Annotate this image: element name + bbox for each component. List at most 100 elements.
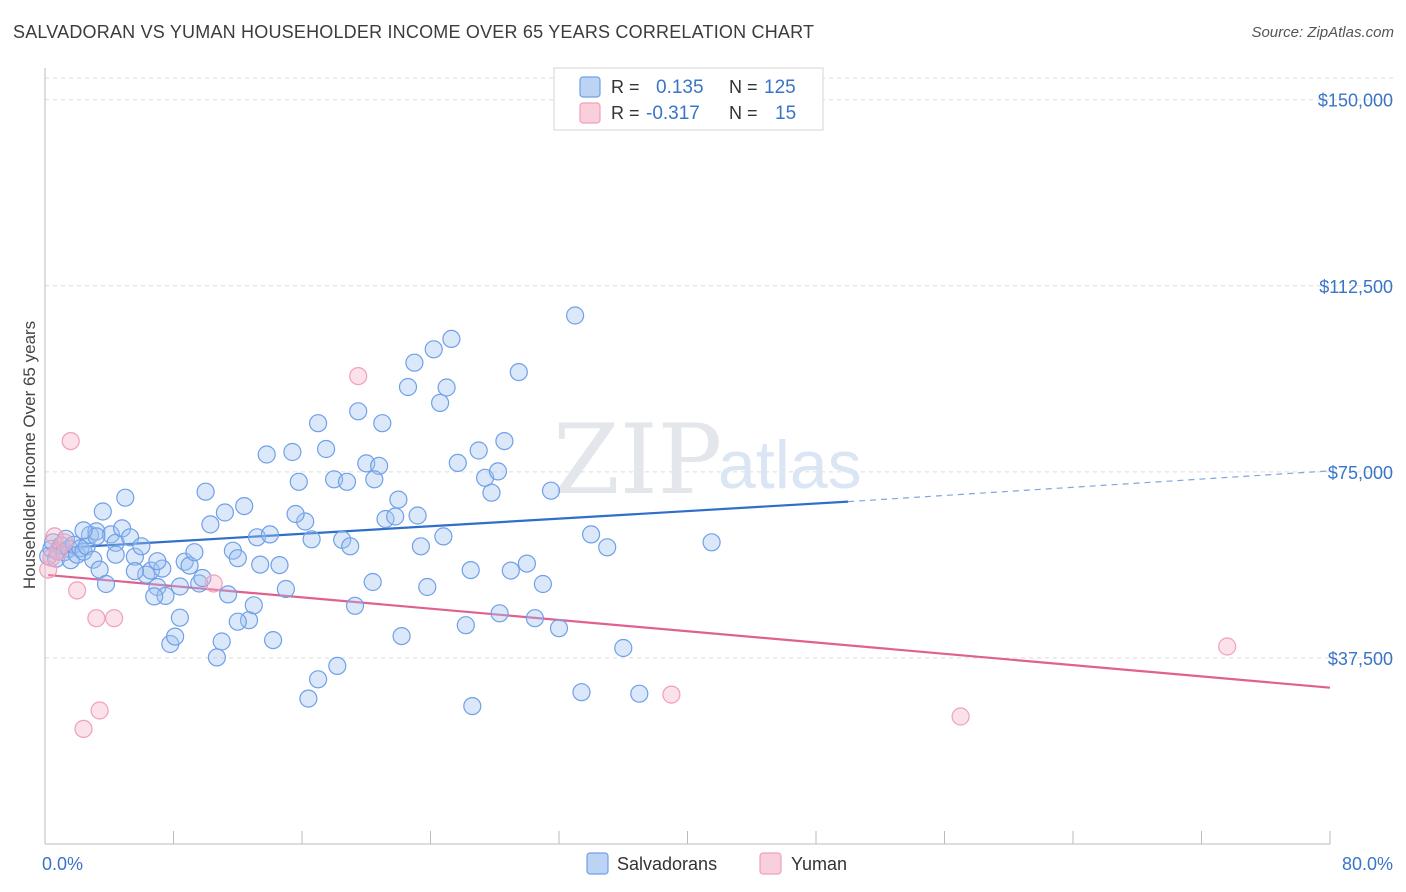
legend-n-value-1: 125 — [764, 77, 796, 98]
axes — [44, 68, 1331, 845]
y-tick-label-3: $150,000 — [1318, 91, 1393, 111]
salvadoran-point-119 — [490, 604, 509, 623]
legend-r-label-1: R = — [611, 77, 640, 97]
salvadoran-point-94 — [565, 306, 585, 325]
salvadoran-point-117 — [434, 527, 453, 546]
salvadoran-point-59 — [309, 414, 328, 433]
salvadoran-point-37 — [180, 556, 199, 575]
salvadoran-point-46 — [228, 549, 247, 568]
yuman-point-12 — [349, 367, 368, 386]
salvadoran-point-21 — [101, 525, 121, 544]
yuman-point-14 — [951, 707, 970, 726]
yuman-point-9 — [74, 719, 93, 739]
yuman-point-4 — [55, 533, 74, 552]
salvadoran-point-121 — [106, 545, 125, 564]
salvadoran-point-20 — [96, 574, 116, 594]
salvadoran-point-60 — [317, 439, 336, 459]
x-tick-label-end: 80.0% — [1342, 854, 1393, 874]
salvadoran-point-19 — [93, 502, 112, 521]
salvadoran-point-105 — [125, 561, 144, 581]
yuman-point-0 — [39, 560, 58, 579]
salvadoran-point-96 — [581, 525, 601, 544]
salvadoran-point-27 — [132, 537, 151, 556]
yuman-point-2 — [45, 527, 64, 546]
salvadoran-point-113 — [345, 596, 365, 615]
salvadoran-point-124 — [702, 533, 721, 552]
legend-n-label-2: N = — [729, 103, 758, 123]
salvadoran-trend-extension — [848, 470, 1331, 503]
salvadoran-point-47 — [235, 497, 254, 516]
legend-n-value-2: 15 — [775, 103, 796, 124]
salvadoran-point-95 — [572, 683, 591, 702]
salvadoran-point-118 — [461, 560, 480, 580]
salvadoran-point-16 — [84, 550, 103, 569]
salvadoran-point-99 — [630, 684, 649, 703]
salvadoran-point-125 — [74, 521, 93, 540]
salvadoran-point-103 — [215, 503, 234, 522]
salvadoran-point-66 — [363, 572, 382, 592]
salvadoran-point-92 — [541, 481, 561, 500]
salvadoran-point-64 — [349, 402, 368, 421]
salvadoran-point-90 — [525, 609, 545, 628]
salvadoran-point-38 — [185, 543, 204, 562]
yuman-point-10 — [104, 609, 124, 628]
yuman-point-15 — [1218, 637, 1237, 656]
salvadoran-point-93 — [549, 619, 569, 638]
salvadoran-point-85 — [488, 462, 508, 481]
y-tick-label-1: $75,000 — [1328, 463, 1393, 483]
y-tick-labels: $37,500 $75,000 $112,500 $150,000 — [1318, 91, 1393, 669]
y-axis-label: Householder Income Over 65 years — [20, 321, 39, 589]
salvadoran-point-107 — [286, 504, 305, 524]
trend-lines — [48, 470, 1331, 689]
salvadoran-point-73 — [411, 537, 430, 556]
salvadoran-point-104 — [148, 552, 167, 571]
salvadoran-point-116 — [408, 506, 427, 525]
y-tick-label-0: $37,500 — [1328, 649, 1393, 669]
salvadoran-point-123 — [170, 608, 189, 627]
salvadoran-point-88 — [509, 363, 528, 382]
yuman-point-8 — [90, 701, 109, 720]
legend-r-label-2: R = — [611, 103, 640, 123]
grid-lines — [45, 77, 1395, 659]
chart-title: SALVADORAN VS YUMAN HOUSEHOLDER INCOME O… — [13, 22, 815, 42]
watermark-zip: ZIP — [553, 404, 722, 516]
salvadoran-point-53 — [270, 555, 289, 575]
salvadoran-point-35 — [170, 577, 189, 596]
salvadoran-point-91 — [533, 574, 553, 594]
salvadoran-point-43 — [212, 632, 231, 651]
salvadoran-point-51 — [257, 445, 276, 464]
salvadoran-point-108 — [337, 472, 357, 491]
legend-swatch-salvadorans — [586, 852, 609, 875]
legend-r-value-2: -0.317 — [646, 103, 700, 124]
legend-label-salvadorans: Salvadorans — [617, 854, 717, 874]
salvadoran-point-115 — [389, 490, 408, 509]
salvadoran-point-40 — [196, 482, 215, 501]
salvadoran-point-78 — [442, 329, 461, 348]
salvadoran-point-79 — [448, 453, 467, 472]
legend-stats-swatch-salvadorans — [579, 76, 601, 98]
yuman-point-13 — [662, 685, 681, 704]
x-tick-labels: 0.0% 80.0% — [42, 854, 1393, 874]
salvadoran-point-49 — [244, 596, 263, 615]
salvadoran-point-112 — [328, 656, 347, 676]
salvadoran-point-58 — [302, 530, 321, 549]
yuman-trend-line — [48, 573, 1331, 689]
salvadoran-point-81 — [463, 696, 482, 716]
legend-n-label-1: N = — [729, 77, 758, 97]
salvadoran-point-86 — [495, 432, 514, 451]
data-points — [39, 306, 1237, 739]
salvadoran-point-55 — [283, 442, 302, 462]
salvadoran-point-41 — [201, 515, 220, 534]
salvadoran-point-80 — [456, 616, 475, 635]
y-tick-label-2: $112,500 — [1319, 277, 1393, 297]
salvadoran-point-111 — [309, 670, 328, 689]
yuman-point-6 — [67, 581, 87, 600]
salvadoran-point-12 — [71, 539, 90, 558]
salvadoran-point-67 — [370, 456, 389, 475]
salvadoran-point-97 — [598, 538, 617, 557]
salvadoran-trend-line — [48, 500, 849, 550]
salvadoran-point-87 — [501, 561, 520, 580]
salvadoran-point-102 — [193, 568, 212, 588]
salvadoran-point-34 — [166, 627, 185, 646]
